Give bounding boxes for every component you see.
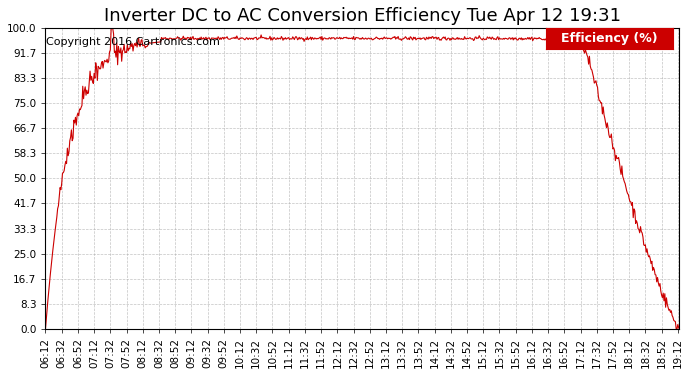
Title: Inverter DC to AC Conversion Efficiency Tue Apr 12 19:31: Inverter DC to AC Conversion Efficiency …: [104, 7, 621, 25]
Text: Copyright 2016 Cartronics.com: Copyright 2016 Cartronics.com: [46, 37, 220, 47]
